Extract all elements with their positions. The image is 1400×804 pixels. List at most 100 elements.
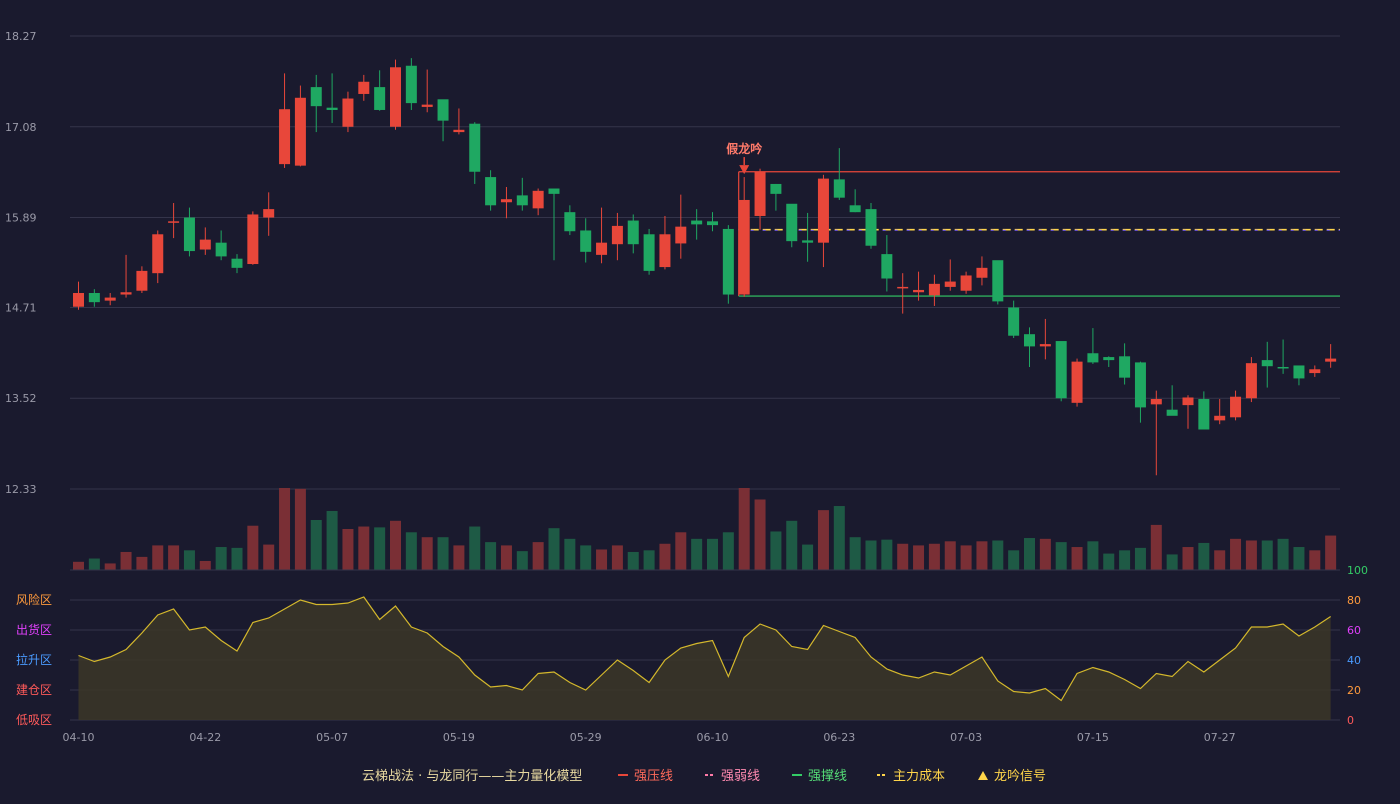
candle-body	[1198, 399, 1210, 430]
volume-bar	[453, 545, 465, 570]
osc-area	[78, 597, 1331, 720]
volume-bar	[1119, 550, 1131, 570]
candle-body	[421, 104, 433, 107]
volume-bar	[1055, 542, 1067, 570]
volume-bar	[532, 542, 544, 570]
x-tick-label: 05-29	[570, 731, 602, 744]
volume-bar	[881, 539, 893, 570]
signal-label: 假龙吟	[726, 141, 762, 156]
candle-body	[897, 286, 909, 289]
price-tick-label: 12.33	[5, 483, 37, 496]
volume-bar	[580, 545, 592, 570]
volume-bar	[263, 544, 275, 570]
candle-body	[960, 275, 972, 291]
volume-bar	[1198, 542, 1210, 570]
candle-body	[263, 209, 275, 218]
candle-body	[120, 292, 132, 295]
volume-bar	[390, 520, 401, 570]
volume-bar	[691, 538, 703, 570]
volume-bar	[722, 532, 734, 570]
x-tick-label: 07-03	[950, 731, 982, 744]
volume-bar	[643, 550, 655, 570]
candle-body	[310, 87, 322, 107]
candle-body	[1325, 358, 1337, 362]
osc-tick-label: 100	[1347, 564, 1368, 577]
candle-body	[136, 270, 148, 291]
price-grid: 18.27 17.08 15.89 14.71 13.52 12.33	[5, 30, 1340, 496]
volume-bar	[564, 538, 576, 570]
volume-bar	[1309, 550, 1321, 570]
candles	[73, 58, 1337, 476]
volume-bar	[1039, 538, 1051, 570]
volume-bar	[627, 551, 639, 570]
osc-line	[78, 596, 1331, 702]
candle-body	[247, 214, 259, 265]
volume-bar	[231, 547, 243, 570]
volume-bar	[833, 506, 845, 570]
candle-body	[485, 177, 497, 206]
volume-bar	[73, 561, 84, 570]
candle-body	[405, 65, 417, 104]
volume-bar	[1214, 550, 1226, 570]
candle-body	[231, 258, 243, 268]
candle-body	[754, 171, 766, 216]
volume-bar	[1150, 524, 1162, 570]
candle-body	[659, 234, 671, 268]
legend: 云梯战法 · 与龙同行——主力量化模型 强压线 强弱线 强撑线 主力成本 龙吟信号	[362, 768, 1046, 784]
candle-body	[1309, 369, 1321, 374]
volume-bar	[469, 526, 481, 570]
candle-body	[802, 240, 814, 243]
candle-body	[770, 183, 782, 194]
volume-bar	[960, 545, 972, 570]
candle-body	[881, 254, 893, 279]
x-tick-label: 05-19	[443, 731, 475, 744]
candle-body	[437, 99, 449, 121]
volume-bar	[294, 488, 306, 570]
volume-bar	[168, 545, 180, 570]
price-tick-label: 13.52	[5, 392, 37, 405]
candle-body	[1245, 363, 1257, 399]
volume-bar	[865, 540, 877, 570]
volume-bar	[421, 537, 433, 570]
volume-bar	[548, 528, 560, 570]
candle-body	[913, 289, 925, 293]
volume-bar	[1103, 553, 1115, 570]
candle-body	[500, 199, 512, 203]
candle-body	[1182, 397, 1194, 406]
candle-body	[326, 107, 338, 110]
candle-body	[1071, 361, 1083, 403]
volume-bar	[976, 541, 988, 570]
osc-tick-label: 80	[1347, 594, 1361, 607]
candle-body	[1230, 396, 1242, 418]
candle-body	[1039, 344, 1051, 347]
price-tick-label: 17.08	[5, 121, 37, 134]
volume-bar	[326, 510, 338, 570]
volume-bar	[675, 532, 687, 570]
volume-bar	[944, 541, 956, 570]
volume-bar	[88, 558, 100, 570]
candle-body	[944, 281, 956, 287]
x-tick-label: 04-10	[63, 731, 95, 744]
legend-title: 云梯战法 · 与龙同行——主力量化模型	[362, 769, 582, 784]
candle-body	[279, 109, 291, 165]
volume-bar	[1087, 541, 1099, 570]
osc-tick-label: 40	[1347, 654, 1361, 667]
volume-bar	[611, 545, 623, 570]
candle-body	[1277, 366, 1289, 369]
candle-body	[469, 123, 481, 172]
candle-body	[564, 212, 576, 232]
candle-body	[596, 242, 608, 255]
volume-bar	[405, 532, 417, 570]
volume-bar	[738, 488, 750, 570]
candle-body	[342, 98, 354, 127]
candle-body	[786, 203, 798, 242]
volume-bar	[437, 537, 449, 570]
triangle-icon	[978, 771, 988, 780]
candle-body	[532, 190, 544, 209]
volume-bar	[754, 499, 766, 570]
volume-bar	[596, 549, 608, 570]
legend-item-label: 强撑线	[808, 769, 847, 784]
osc-zone-label: 建仓区	[16, 683, 52, 697]
candle-body	[88, 293, 100, 303]
